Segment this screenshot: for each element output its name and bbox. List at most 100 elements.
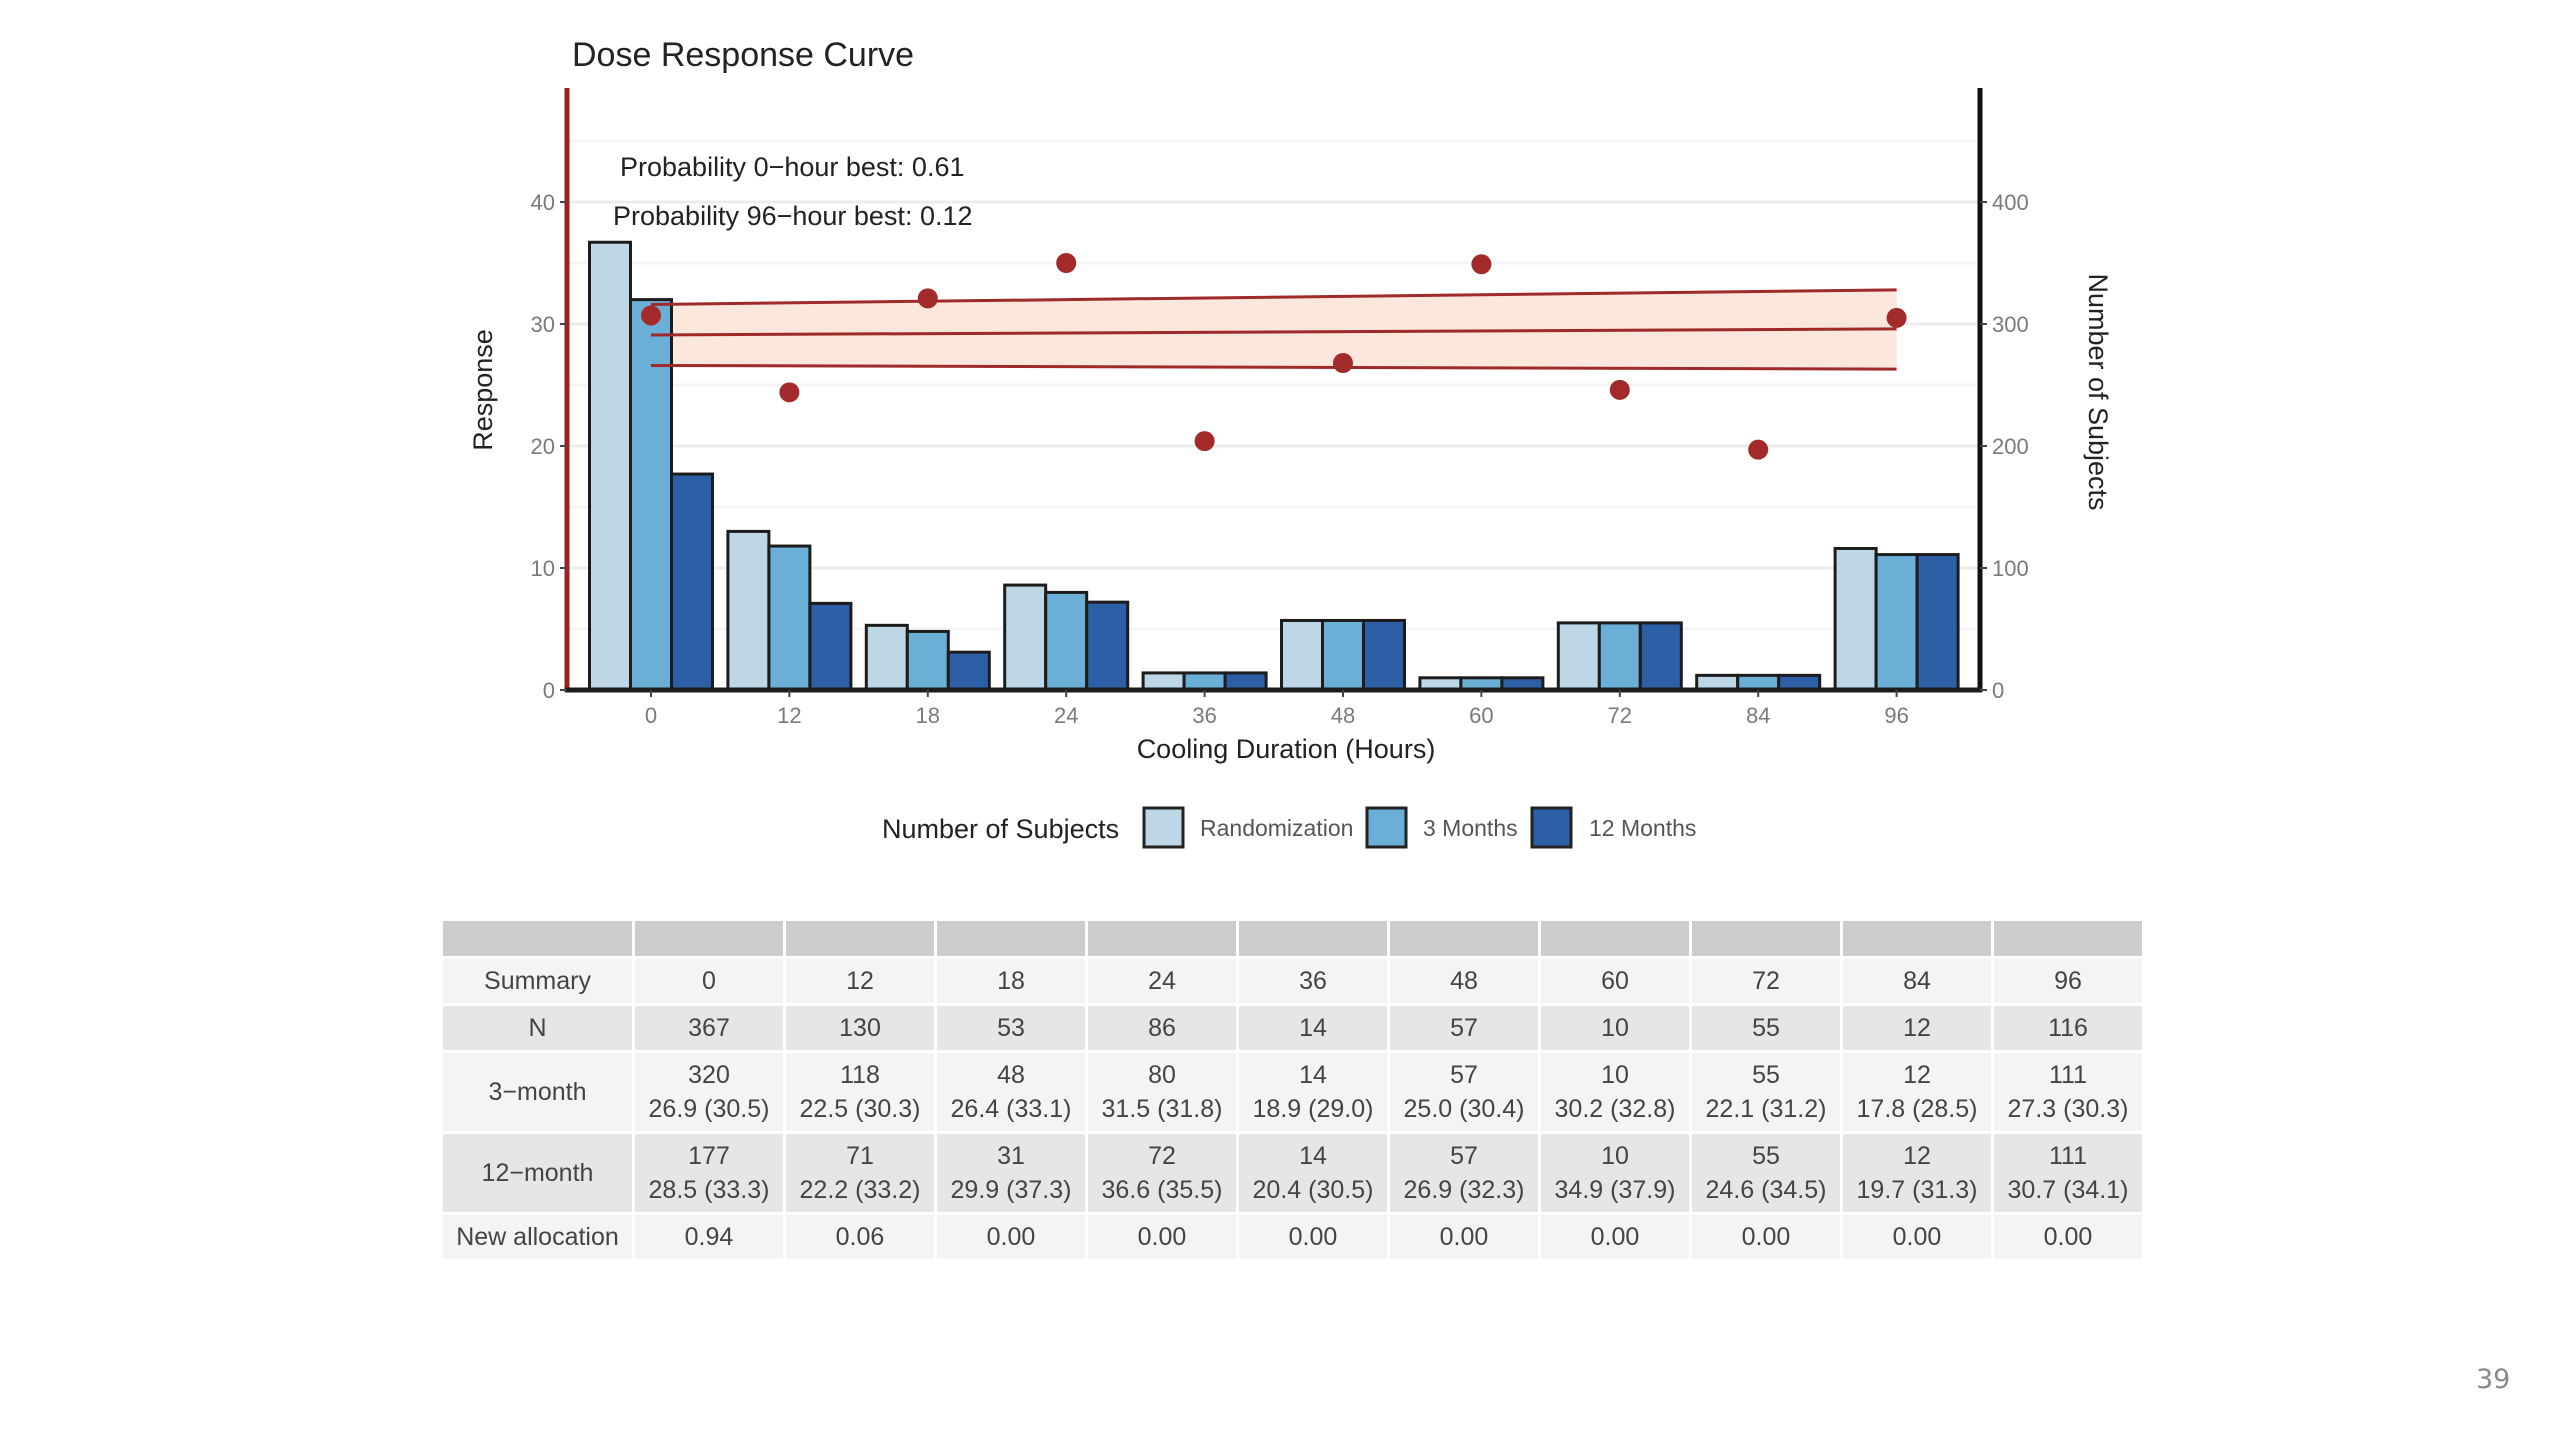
- cell-mean-sd: 36.6 (35.5): [1101, 1176, 1223, 1204]
- cell-value: 0.00: [1741, 1223, 1791, 1251]
- table-cell: 10 34.9 (37.9): [1541, 1134, 1689, 1212]
- cell-mean-sd: 22.5 (30.3): [799, 1095, 921, 1123]
- cell-value: 12: [1903, 1142, 1931, 1170]
- table-cell: 72 36.6 (35.5): [1088, 1134, 1236, 1212]
- y2-tick-label: 400: [1992, 190, 2029, 215]
- cell-value: 57: [1450, 1142, 1478, 1170]
- cell-value: 48: [1450, 967, 1478, 995]
- annotation-prob-96h: Probability 96−hour best: 0.12: [613, 201, 973, 231]
- bar-randomization-48: [1280, 618, 1324, 692]
- bar-3-months-36: [1182, 671, 1227, 692]
- legend: Number of Subjects Randomization 3 Month…: [882, 806, 1696, 849]
- table-cell: 14: [1239, 1006, 1387, 1050]
- table-cell: 57 25.0 (30.4): [1390, 1053, 1538, 1131]
- table-cell: 0.00: [1088, 1215, 1236, 1259]
- table-header-cell: [1088, 921, 1236, 956]
- cell-mean-sd: 18.9 (29.0): [1252, 1095, 1374, 1123]
- table-cell: 111 27.3 (30.3): [1994, 1053, 2142, 1131]
- dose-response-chart: Dose Response Curve 01020304001002003004…: [468, 36, 2113, 849]
- table-cell: 60: [1541, 959, 1689, 1003]
- cell-value: 367: [688, 1014, 730, 1042]
- table-cell: 116: [1994, 1006, 2142, 1050]
- cell-mean-sd: 27.3 (30.3): [2007, 1095, 2129, 1123]
- x-tick-label: 48: [1331, 703, 1355, 728]
- credible-band-area: [651, 289, 1897, 370]
- table-cell: 31 29.9 (37.3): [937, 1134, 1085, 1212]
- x-tick-label: 0: [645, 703, 657, 728]
- y-tick-label: 10: [531, 556, 555, 581]
- bar-randomization-12: [726, 529, 771, 692]
- table-row-label: Summary: [443, 959, 632, 1003]
- cell-value: 177: [688, 1142, 730, 1170]
- table-header-cell: [1843, 921, 1991, 956]
- cell-value: 0.00: [1590, 1223, 1640, 1251]
- table-cell: 12: [786, 959, 934, 1003]
- table-row: N 367 130 53 86 14 57 10 55 12 116: [443, 1006, 2142, 1050]
- cell-value: 320: [688, 1061, 730, 1089]
- table-cell: 367: [635, 1006, 783, 1050]
- y-tick-label: 20: [531, 434, 555, 459]
- table-cell: 177 28.5 (33.3): [635, 1134, 783, 1212]
- table-row: 3−month 320 26.9 (30.5) 118 22.5 (30.3) 48 26.…: [443, 1053, 2142, 1131]
- cell-value: 72: [1148, 1142, 1176, 1170]
- table-cell: 0.00: [1843, 1215, 1991, 1259]
- cell-value: 71: [846, 1142, 874, 1170]
- table-row: New allocation 0.94 0.06 0.00 0.00 0.00 0.00 0.…: [443, 1215, 2142, 1259]
- y-axis-title: Response: [468, 329, 498, 451]
- table-cell: 84: [1843, 959, 1991, 1003]
- axes: [564, 88, 1983, 693]
- y-tick-label: 30: [531, 312, 555, 337]
- bar-12-months-96: [1915, 553, 1960, 692]
- cell-mean-sd: 22.2 (33.2): [799, 1176, 921, 1204]
- table-cell: 111 30.7 (34.1): [1994, 1134, 2142, 1212]
- y2-tick-label: 0: [1992, 678, 2004, 703]
- table-cell: 0.00: [1541, 1215, 1689, 1259]
- bar-12-months-24: [1085, 600, 1130, 692]
- bar-12-months-36: [1223, 671, 1268, 692]
- cell-mean-sd: 24.6 (34.5): [1705, 1176, 1827, 1204]
- cell-value: 0.06: [835, 1223, 885, 1251]
- y2-tick-label: 100: [1992, 556, 2029, 581]
- x-tick-label: 18: [916, 703, 940, 728]
- table-cell: 12 19.7 (31.3): [1843, 1134, 1991, 1212]
- bar-12-months-72: [1638, 621, 1683, 692]
- point-48: [1333, 353, 1353, 374]
- scatter-points: [641, 253, 1907, 460]
- bar-randomization-36: [1141, 671, 1186, 692]
- cell-mean-sd: 17.8 (28.5): [1856, 1095, 1978, 1123]
- y2-tick-label: 300: [1992, 312, 2029, 337]
- table-cell: 55: [1692, 1006, 1840, 1050]
- point-36: [1194, 431, 1215, 452]
- cell-value: 80: [1148, 1061, 1176, 1089]
- point-96: [1886, 307, 1907, 328]
- table-cell: 320 26.9 (30.5): [635, 1053, 783, 1131]
- bar-12-months-12: [808, 601, 853, 692]
- bar-3-months-48: [1321, 618, 1365, 692]
- x-axis-title: Cooling Duration (Hours): [1137, 734, 1436, 764]
- cell-value: 18: [997, 967, 1025, 995]
- cell-value: 36: [1299, 967, 1327, 995]
- bar-3-months-0: [629, 298, 673, 692]
- table-cell: 0: [635, 959, 783, 1003]
- cell-mean-sd: 20.4 (30.5): [1252, 1176, 1374, 1204]
- table-cell: 0.06: [786, 1215, 934, 1259]
- table-cell: 0.00: [1390, 1215, 1538, 1259]
- table-cell: 36: [1239, 959, 1387, 1003]
- point-72: [1609, 379, 1630, 400]
- x-tick-label: 12: [777, 703, 801, 728]
- y-tick-label: 40: [531, 190, 555, 215]
- bar-randomization-0: [588, 240, 632, 692]
- x-tick-label: 36: [1192, 703, 1216, 728]
- cell-value: 12: [1903, 1061, 1931, 1089]
- legend-swatch-3-months: [1365, 806, 1408, 849]
- x-tick-label: 24: [1054, 703, 1078, 728]
- bar-randomization-96: [1833, 546, 1878, 692]
- table-cell: 14 18.9 (29.0): [1239, 1053, 1387, 1131]
- bar-3-months-96: [1874, 553, 1919, 692]
- table-header-cell: [635, 921, 783, 956]
- bar-12-months-48: [1362, 618, 1406, 692]
- cell-mean-sd: 22.1 (31.2): [1705, 1095, 1827, 1123]
- table-cell: 130: [786, 1006, 934, 1050]
- cell-value: 0.00: [1137, 1223, 1187, 1251]
